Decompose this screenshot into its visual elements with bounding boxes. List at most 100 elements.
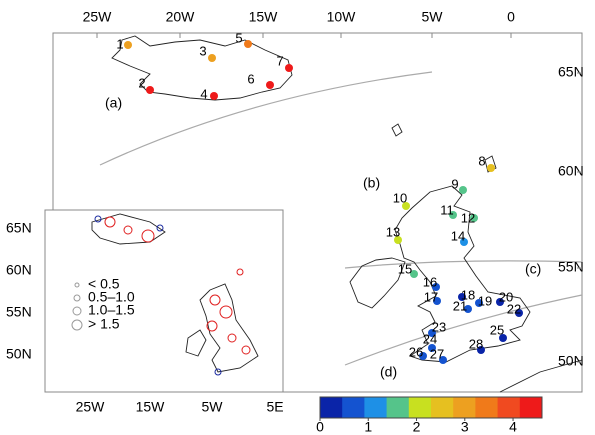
colorbar-segment — [497, 397, 521, 418]
station-label: 24 — [423, 331, 437, 346]
station-label: 5 — [235, 30, 242, 45]
region-label: (d) — [380, 364, 397, 380]
lon-label: 15W — [249, 9, 279, 25]
station-marker — [515, 309, 523, 317]
station-marker — [499, 334, 507, 342]
lon-label: 10W — [327, 9, 357, 25]
region-label: (c) — [525, 261, 541, 277]
station-label: 11 — [440, 202, 454, 217]
inset-lat-label: 50N — [6, 346, 32, 362]
lat-label: 55N — [558, 259, 584, 275]
station-marker — [464, 305, 472, 313]
region-boundary — [344, 260, 583, 269]
colorbar-segment — [342, 397, 365, 418]
inset-lat-label: 60N — [6, 262, 32, 278]
region-label: (b) — [363, 175, 380, 191]
station-marker — [439, 356, 447, 364]
station-marker — [449, 211, 457, 219]
station-label: 22 — [507, 301, 521, 316]
inset-britain — [199, 283, 259, 373]
station-label: 17 — [424, 289, 438, 304]
station-marker — [458, 293, 466, 301]
region-boundary — [99, 71, 433, 166]
station-marker — [208, 54, 216, 62]
station-marker — [433, 297, 441, 305]
station-marker — [394, 236, 402, 244]
station-marker — [146, 86, 154, 94]
legend-symbol — [74, 282, 80, 288]
iceland-coast — [111, 35, 293, 101]
inset-lat-label: 55N — [6, 304, 32, 320]
station-marker — [210, 92, 218, 100]
station-label: 14 — [451, 228, 465, 243]
station-label: 2 — [138, 75, 145, 90]
station-label: 8 — [478, 153, 485, 168]
station-marker — [475, 299, 483, 307]
station-label: 23 — [432, 319, 446, 334]
ireland-coast — [349, 257, 406, 309]
legend-label: > 1.5 — [88, 316, 120, 332]
colorbar-tick-label: 0 — [316, 419, 324, 435]
station-label: 19 — [478, 293, 492, 308]
station-label: 26 — [409, 344, 423, 359]
colorbar-segment — [386, 397, 410, 418]
colorbar-tick-label: 3 — [461, 419, 469, 435]
station-label: 9 — [451, 176, 458, 191]
region-boundary — [344, 294, 583, 366]
station-marker — [477, 346, 485, 354]
station-label: 18 — [461, 287, 475, 302]
station-marker — [402, 202, 410, 210]
legend-label: 0.5–1.0 — [88, 289, 135, 305]
inset-frame — [44, 209, 284, 393]
station-label: 16 — [423, 274, 437, 289]
station-label: 20 — [499, 289, 513, 304]
station-label: 28 — [469, 336, 483, 351]
inset-lat-label: 65N — [6, 220, 32, 236]
station-label: 12 — [461, 210, 475, 225]
colorbar-tick-label: 1 — [364, 419, 372, 435]
colorbar-segment — [364, 397, 388, 418]
station-label: 13 — [386, 224, 400, 239]
station-marker — [459, 186, 467, 194]
lon-label: 0 — [507, 9, 515, 25]
station-label: 1 — [116, 36, 123, 51]
colorbar-segment — [453, 397, 476, 418]
lon-label: 5W — [422, 9, 444, 25]
inset-lon-label: 15W — [136, 399, 166, 415]
station-label: 27 — [430, 346, 444, 361]
legend-symbol — [71, 319, 83, 331]
station-label: 15 — [398, 261, 412, 276]
legend-label: 1.0–1.5 — [88, 302, 135, 318]
station-marker — [419, 352, 427, 360]
station-marker — [432, 283, 440, 291]
colorbar-tick-label: 2 — [413, 419, 421, 435]
colorbar-segment — [408, 397, 432, 418]
region-label: (a) — [105, 95, 122, 111]
inset-lon-label: 5E — [266, 399, 283, 415]
inset-markers — [94, 215, 251, 376]
colorbar-tick-label: 4 — [509, 419, 517, 435]
station-label: 10 — [393, 190, 407, 205]
inset-lon-label: 5W — [202, 399, 224, 415]
legend-label: < 0.5 — [88, 276, 120, 292]
station-label: 7 — [276, 53, 283, 68]
station-marker — [285, 64, 293, 72]
lat-label: 60N — [558, 163, 584, 179]
station-marker — [487, 164, 495, 172]
faroe-coast — [391, 123, 403, 137]
colorbar-segment — [320, 397, 343, 418]
colorbar-segment — [431, 397, 454, 418]
station-label: 25 — [490, 322, 504, 337]
station-marker — [428, 329, 436, 337]
station-label: 21 — [453, 298, 467, 313]
station-marker — [124, 41, 132, 49]
inset-lon-label: 25W — [76, 399, 106, 415]
station-marker — [428, 344, 436, 352]
station-label: 4 — [200, 86, 207, 101]
lon-label: 25W — [83, 9, 113, 25]
station-label: 6 — [247, 71, 254, 86]
colorbar-segment — [519, 397, 543, 418]
lon-label: 20W — [166, 9, 196, 25]
legend-symbol — [73, 294, 81, 302]
station-marker — [244, 40, 252, 48]
